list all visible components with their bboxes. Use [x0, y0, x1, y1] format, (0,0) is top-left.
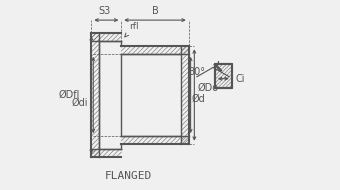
Text: Ødi: Ødi — [72, 97, 88, 108]
Text: ØDo: ØDo — [197, 82, 218, 93]
Text: B: B — [152, 6, 158, 16]
Text: 30°: 30° — [189, 67, 206, 77]
Text: FLANGED: FLANGED — [105, 171, 152, 181]
Text: ØDfl: ØDfl — [59, 90, 80, 100]
Polygon shape — [215, 64, 221, 70]
Text: Ød: Ød — [191, 94, 205, 104]
Text: S3: S3 — [98, 6, 110, 16]
Text: rfl: rfl — [125, 22, 138, 37]
Text: Ci: Ci — [236, 74, 245, 84]
